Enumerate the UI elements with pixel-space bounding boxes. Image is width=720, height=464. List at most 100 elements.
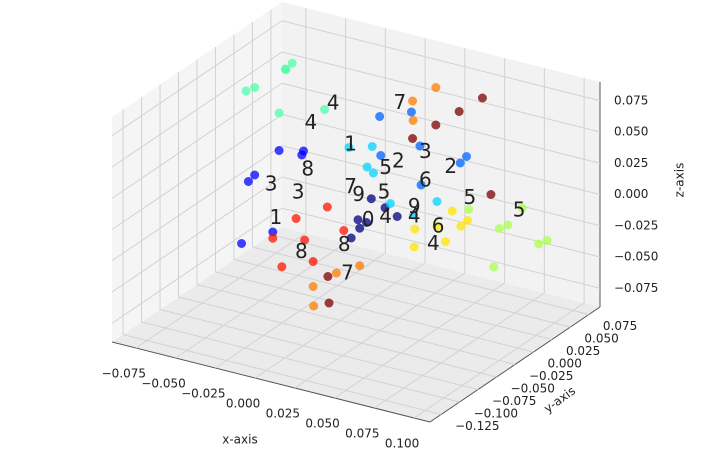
grid-line [141, 321, 460, 403]
point [344, 143, 354, 152]
annotation: 7 [344, 174, 357, 198]
point [447, 206, 457, 216]
point [274, 146, 284, 155]
grid-line [111, 51, 283, 168]
point [477, 93, 487, 103]
annotation: 3 [265, 171, 278, 195]
point [431, 120, 441, 130]
point [409, 242, 419, 252]
grid-line [281, 82, 601, 164]
x-tick-label: 0.075 [345, 427, 379, 441]
point [368, 168, 378, 178]
grid-line [159, 309, 479, 390]
point [367, 142, 377, 151]
point [339, 226, 349, 235]
x-tick-label: 0.025 [266, 407, 300, 421]
point [309, 301, 319, 311]
annotation: 2 [444, 154, 457, 178]
point [385, 199, 395, 208]
grid-line [233, 259, 553, 340]
point [406, 107, 416, 117]
point [324, 298, 334, 308]
z-tick-label: 0.000 [614, 187, 648, 201]
point [308, 282, 318, 291]
x-tick-label: −0.025 [181, 387, 225, 401]
point [322, 202, 332, 212]
annotation: 3 [292, 179, 305, 203]
point [281, 65, 291, 75]
point [323, 272, 333, 281]
annotation: 4 [327, 91, 340, 115]
point [375, 112, 385, 121]
y-tick-label: 0.075 [603, 319, 637, 333]
point [431, 83, 441, 92]
grid-line [111, 114, 283, 230]
point [463, 216, 473, 225]
grid-line [281, 145, 601, 227]
x-axis-label: x-axis [222, 433, 257, 447]
point [517, 203, 527, 213]
annotation: 7 [394, 90, 407, 114]
point [268, 233, 278, 243]
point [277, 262, 287, 272]
point [486, 190, 496, 199]
annotation: 5 [379, 155, 392, 179]
annotation: 8 [338, 232, 351, 256]
point [287, 58, 297, 68]
point [409, 210, 419, 220]
annotation: 6 [432, 213, 445, 237]
annotation: 9 [408, 194, 421, 218]
point [331, 268, 341, 278]
annotation: 5 [378, 180, 391, 204]
grid-line [111, 176, 283, 293]
point [243, 177, 253, 186]
point [456, 221, 466, 231]
point [489, 262, 499, 272]
point [410, 224, 420, 234]
y-tick-label: −0.025 [529, 369, 573, 383]
grid-line [281, 114, 601, 195]
point [241, 86, 251, 96]
grid-line [111, 145, 283, 262]
grid-line [281, 20, 601, 102]
annotation: 8 [301, 157, 314, 181]
grid-line [111, 20, 283, 137]
point [534, 239, 544, 249]
point [432, 222, 442, 231]
point [454, 107, 464, 116]
axis-line [111, 341, 431, 423]
point [416, 180, 426, 190]
y-tick-label: −0.050 [511, 382, 555, 396]
point [376, 151, 386, 160]
point [362, 162, 372, 172]
annotation: 5 [464, 185, 477, 209]
point [542, 236, 552, 245]
point [353, 215, 363, 225]
z-tick-label: 0.050 [614, 125, 648, 139]
point [250, 170, 260, 180]
annotation: 1 [270, 205, 283, 229]
annotation: 1 [344, 131, 357, 155]
z-tick-label: −0.025 [614, 218, 658, 232]
points [237, 58, 552, 311]
point [432, 197, 442, 206]
point [297, 150, 307, 160]
point [291, 214, 301, 223]
labels: −0.075−0.050−0.0250.0000.0250.0500.0750.… [102, 93, 659, 450]
annotation: 4 [379, 204, 392, 228]
point [494, 224, 504, 233]
y-tick-label: 0.000 [547, 357, 581, 371]
point [268, 227, 278, 237]
annotation: 4 [427, 231, 440, 255]
annotation: 9 [352, 182, 365, 206]
z-axis-label: z-axis [673, 163, 687, 198]
annotation: 0 [362, 207, 375, 231]
point [300, 235, 310, 245]
grid-line [270, 234, 590, 315]
point [346, 233, 356, 243]
point [366, 194, 376, 204]
grid-line [111, 207, 283, 324]
point [308, 257, 318, 266]
